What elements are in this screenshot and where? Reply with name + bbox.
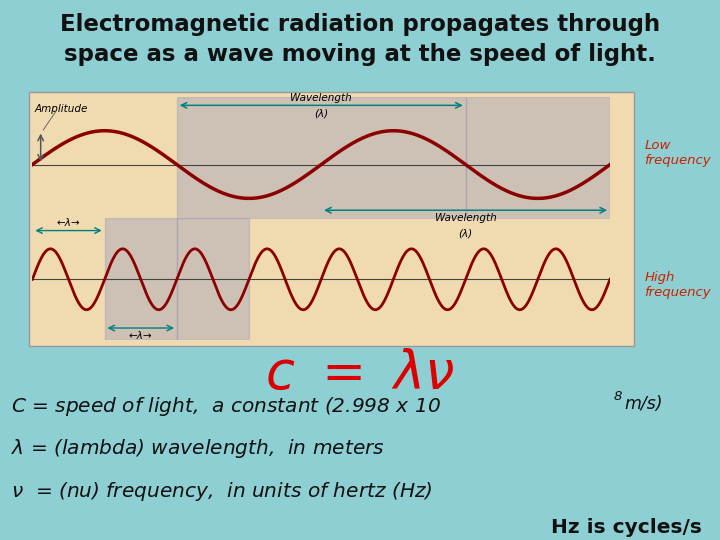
Text: space as a wave moving at the speed of light.: space as a wave moving at the speed of l… (64, 43, 656, 66)
Bar (177, 97, 466, 219)
Text: Electromagnetic radiation propagates through: Electromagnetic radiation propagates thr… (60, 14, 660, 37)
Bar (466, 97, 610, 219)
Text: (λ): (λ) (314, 109, 328, 119)
Text: (λ): (λ) (459, 229, 472, 239)
Text: $\mathit{C}$ = speed of light,  a constant (2.998 x 10: $\mathit{C}$ = speed of light, a constan… (11, 395, 441, 418)
Bar (104, 218, 177, 340)
Text: ←λ→: ←λ→ (57, 218, 81, 228)
Text: Wavelength: Wavelength (290, 93, 352, 103)
Text: Amplitude: Amplitude (35, 104, 88, 114)
Text: $\mathit{c}\ =\ \lambda\nu$: $\mathit{c}\ =\ \lambda\nu$ (265, 348, 455, 400)
Text: $\lambda$ = (lambda) wavelength,  in meters: $\lambda$ = (lambda) wavelength, in mete… (11, 437, 384, 461)
Text: m/s): m/s) (624, 395, 662, 413)
Bar (177, 218, 249, 340)
Bar (29, 92, 634, 346)
Text: 8: 8 (613, 390, 622, 403)
Text: Wavelength: Wavelength (435, 213, 497, 223)
Text: Hz is cycles/s: Hz is cycles/s (551, 518, 702, 537)
Text: ←λ→: ←λ→ (129, 331, 153, 341)
Text: $\nu$  = (nu) frequency,  in units of hertz (Hz): $\nu$ = (nu) frequency, in units of hert… (11, 480, 432, 503)
Text: High
frequency: High frequency (644, 271, 711, 299)
Text: Low
frequency: Low frequency (644, 139, 711, 167)
